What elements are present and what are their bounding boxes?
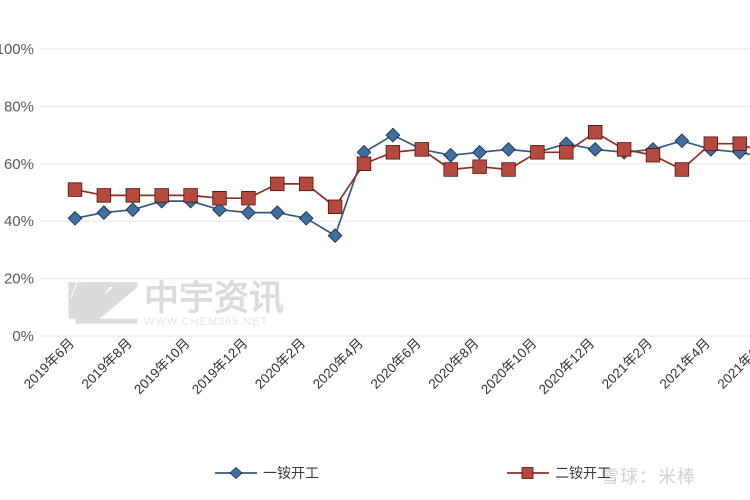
svg-text:中宇资讯: 中宇资讯 — [144, 279, 284, 318]
svg-text:2019年10月: 2019年10月 — [131, 336, 193, 398]
svg-text:60%: 60% — [4, 156, 34, 173]
svg-text:2019年12月: 2019年12月 — [189, 336, 251, 398]
svg-text:2020年8月: 2020年8月 — [425, 336, 481, 392]
svg-text:2021年6月: 2021年6月 — [714, 336, 750, 392]
svg-text:2020年10月: 2020年10月 — [478, 336, 540, 398]
svg-text:2020年12月: 2020年12月 — [536, 336, 598, 398]
svg-text:WWW.CHEM365.NET: WWW.CHEM365.NET — [144, 316, 268, 328]
svg-text:20%: 20% — [4, 271, 34, 288]
svg-text:0%: 0% — [12, 328, 34, 345]
svg-text:2020年2月: 2020年2月 — [252, 336, 308, 392]
svg-text:100%: 100% — [0, 41, 34, 58]
svg-text:2019年8月: 2019年8月 — [79, 336, 135, 392]
svg-text:40%: 40% — [4, 213, 34, 230]
svg-text:2021年2月: 2021年2月 — [599, 336, 655, 392]
svg-text:2020年4月: 2020年4月 — [310, 336, 366, 392]
svg-text:80%: 80% — [4, 98, 34, 115]
svg-text:2020年6月: 2020年6月 — [368, 336, 424, 392]
svg-text:2021年4月: 2021年4月 — [657, 336, 713, 392]
